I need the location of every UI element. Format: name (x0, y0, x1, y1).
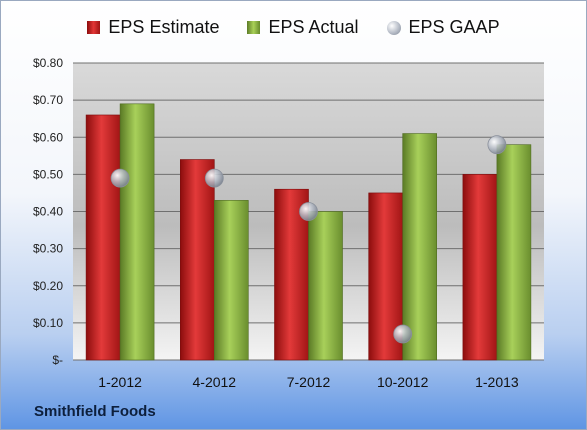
y-tick-label: $0.50 (33, 167, 63, 181)
y-tick-label: $0.10 (33, 316, 63, 330)
legend-label-estimate: EPS Estimate (108, 17, 220, 37)
legend-item-gaap: EPS GAAP (386, 17, 500, 38)
company-name: Smithfield Foods (34, 403, 156, 420)
gaap-marker (204, 168, 224, 188)
bar-eps-actual (496, 144, 532, 361)
y-tick-label: $0.80 (33, 56, 63, 70)
bar-eps-actual (402, 133, 438, 361)
bar-eps-estimate (462, 174, 498, 361)
x-tick-label: 4-2012 (193, 374, 237, 390)
bar-eps-estimate (180, 159, 215, 361)
y-tick-label: $0.40 (33, 205, 63, 219)
legend-label-actual: EPS Actual (268, 17, 359, 37)
x-tick-label: 10-2012 (377, 374, 429, 390)
gaap-marker (299, 202, 318, 221)
gaap-swatch (386, 20, 401, 35)
bars (85, 103, 532, 361)
gaap-marker (393, 324, 413, 344)
actual-swatch (247, 21, 261, 34)
x-tick-label: 1-2012 (98, 374, 142, 390)
y-tick-label: $0.60 (33, 130, 63, 144)
y-tick-label: $0.70 (33, 93, 63, 107)
legend-label-gaap: EPS GAAP (408, 17, 500, 37)
gaap-marker (487, 135, 507, 155)
y-tick-label: $0.20 (33, 279, 63, 293)
bar-eps-actual (308, 211, 343, 361)
y-tick-label: $0.30 (33, 242, 63, 256)
gaap-marker (110, 168, 130, 188)
x-tick-label: 7-2012 (287, 374, 331, 390)
axis-labels: $- $0.10 $0.20 $0.30 $0.40 $0.50 $0.60 $0.70 $0.… (33, 56, 519, 390)
legend-item-actual: EPS Actual (247, 17, 359, 38)
bar-eps-actual (214, 200, 249, 361)
x-tick-label: 1-2013 (475, 374, 519, 390)
y-tick-label: $- (52, 353, 63, 367)
estimate-swatch (87, 21, 101, 34)
bar-eps-actual (119, 103, 155, 361)
gaap-markers (110, 135, 507, 344)
legend: EPS Estimate EPS Actual EPS GAAP (1, 17, 586, 38)
legend-item-estimate: EPS Estimate (87, 17, 219, 38)
bar-eps-estimate (85, 114, 121, 361)
